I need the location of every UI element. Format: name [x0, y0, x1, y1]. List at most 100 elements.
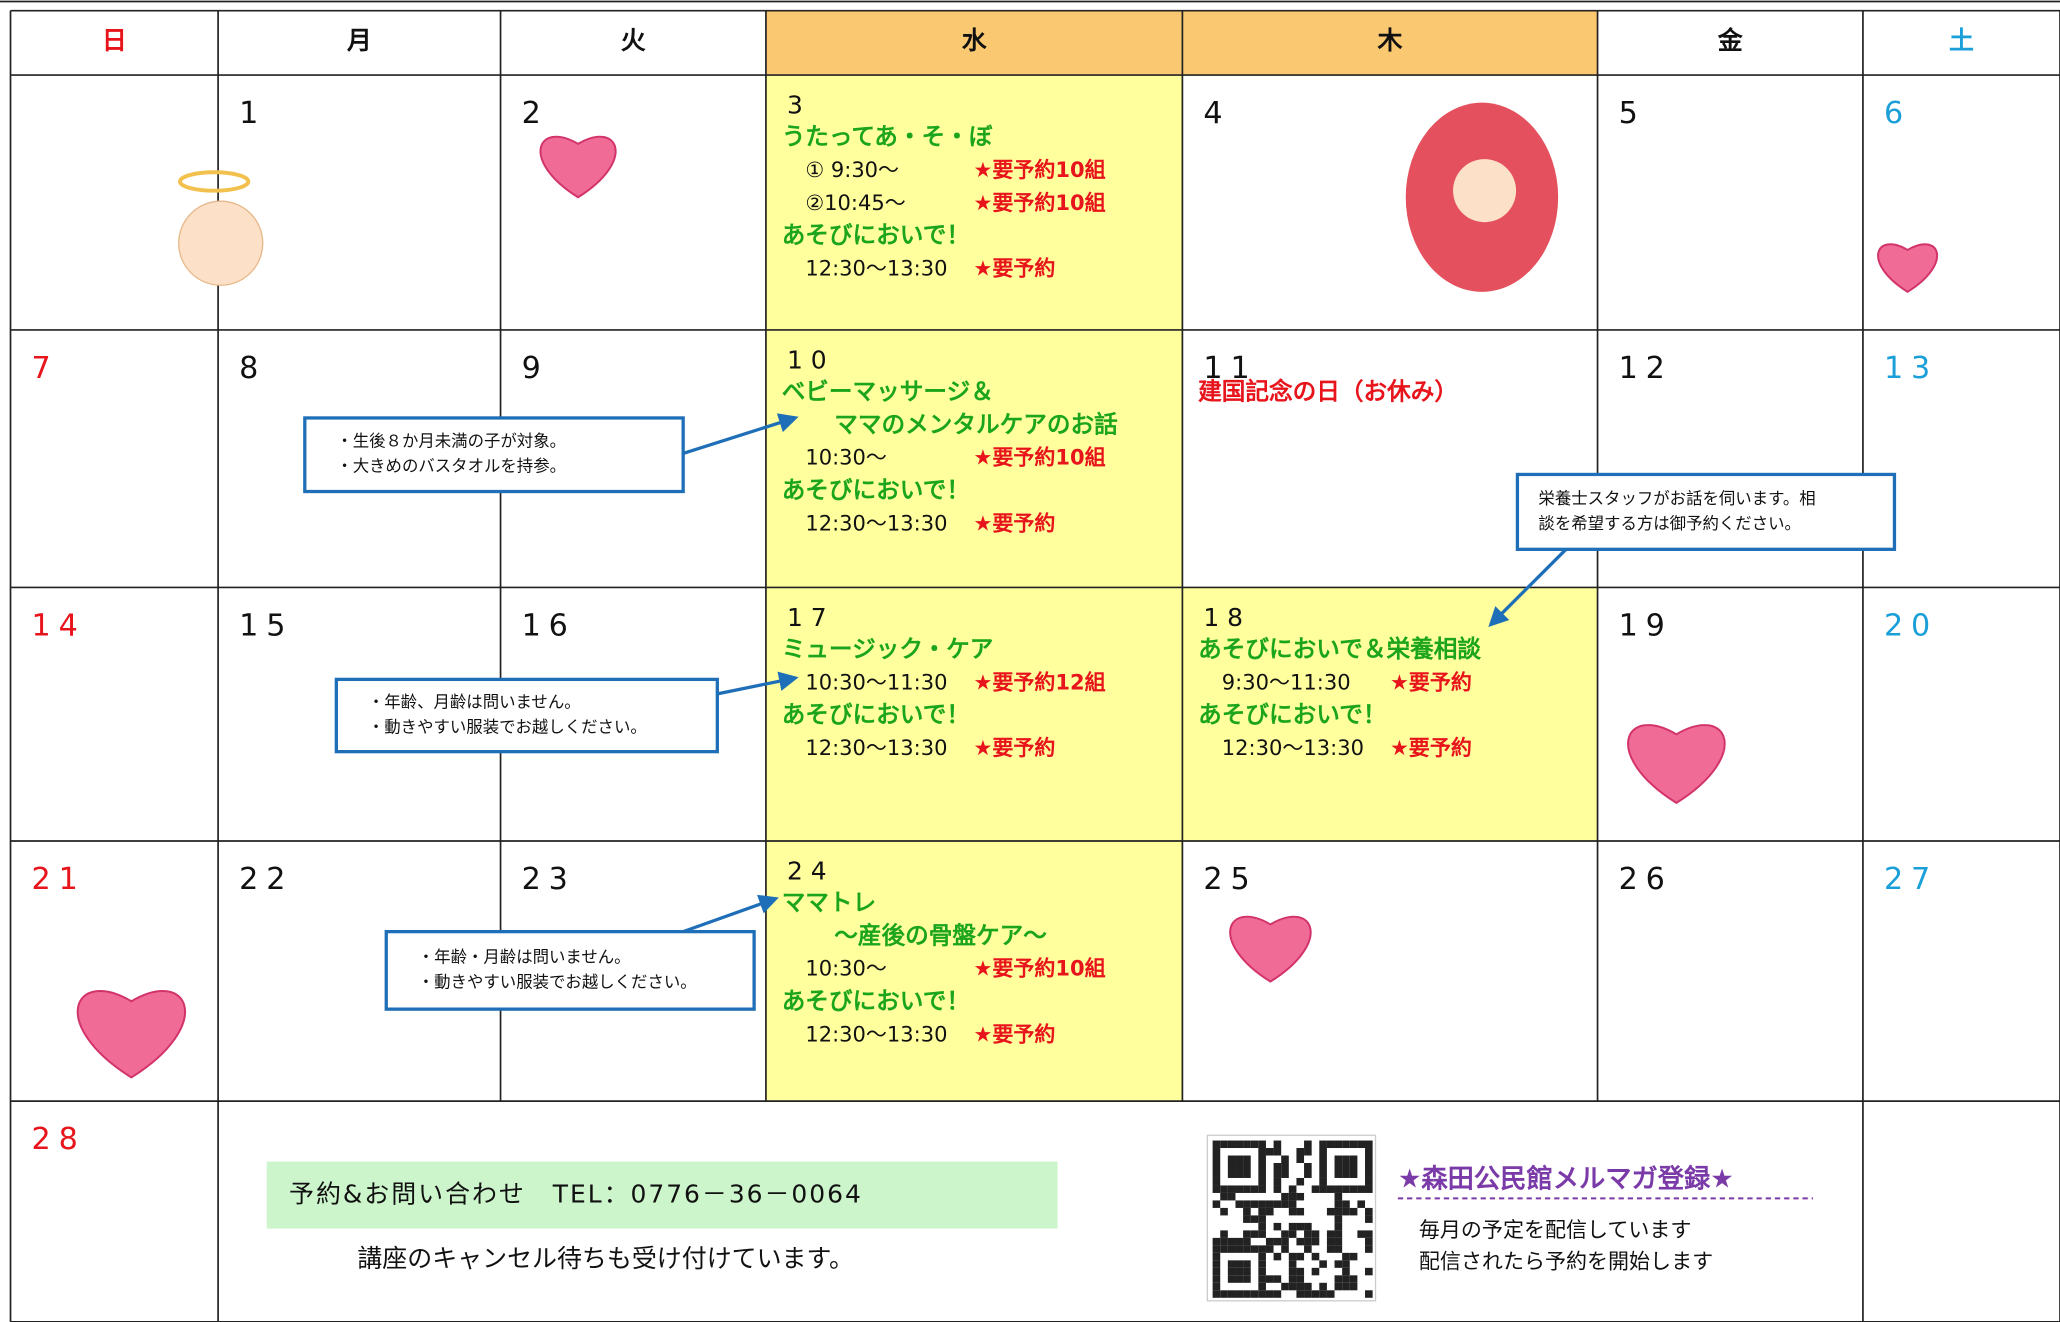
qr-module	[1311, 1267, 1320, 1276]
qr-module	[1212, 1290, 1221, 1298]
qr-module	[1273, 1222, 1282, 1231]
qr-module	[1250, 1185, 1259, 1193]
qr-module	[1349, 1140, 1358, 1149]
weekday-label: 火	[621, 26, 646, 55]
qr-module	[1265, 1148, 1274, 1156]
qr-module	[1288, 1200, 1297, 1208]
qr-module	[1349, 1275, 1358, 1283]
qr-module	[1349, 1252, 1358, 1261]
cell-highlight	[1182, 587, 1598, 841]
qr-module	[1281, 1230, 1289, 1238]
qr-module	[1265, 1275, 1274, 1283]
qr-module	[1334, 1245, 1343, 1253]
date-number: 12	[1619, 351, 1673, 386]
holiday-label: 建国記念の日（お休み）	[1198, 377, 1458, 405]
qr-code	[1206, 1134, 1377, 1302]
contact-bg	[266, 1161, 1058, 1229]
qr-module	[1334, 1260, 1343, 1268]
qr-module	[1220, 1230, 1228, 1238]
qr-module	[1227, 1267, 1236, 1276]
event-time: 10:30～11:30	[805, 669, 947, 694]
qr-module	[1334, 1140, 1343, 1149]
qr-module	[1281, 1245, 1289, 1253]
event-note: ★要予約10組	[974, 157, 1106, 182]
event-title: ミュージック・ケア	[782, 635, 994, 663]
qr-module	[1342, 1252, 1350, 1261]
qr-module	[1243, 1140, 1251, 1149]
weekday-label: 水	[962, 26, 988, 55]
qr-module	[1235, 1290, 1244, 1298]
date-number: 3	[787, 91, 811, 120]
qr-module	[1304, 1162, 1312, 1171]
qr-module	[1365, 1162, 1373, 1171]
qr-module	[1220, 1237, 1228, 1246]
qr-module	[1365, 1245, 1373, 1253]
qr-module	[1220, 1192, 1228, 1201]
contact-text: 予約&お問い合わせ TEL：0776－36－0064	[289, 1180, 863, 1209]
qr-module	[1273, 1170, 1282, 1178]
qr-module	[1365, 1155, 1373, 1163]
qr-module	[1235, 1267, 1244, 1276]
qr-module	[1258, 1148, 1266, 1156]
qr-module	[1243, 1200, 1251, 1208]
qr-module	[1243, 1260, 1251, 1268]
qr-module	[1296, 1282, 1305, 1291]
callout-text: ・生後８か月未満の子が対象。	[336, 432, 566, 451]
qr-module	[1288, 1185, 1297, 1193]
qr-module	[1212, 1237, 1221, 1246]
qr-module	[1319, 1170, 1327, 1178]
qr-module	[1288, 1252, 1297, 1261]
qr-module	[1304, 1245, 1312, 1253]
qr-module	[1342, 1140, 1350, 1149]
qr-module	[1334, 1185, 1343, 1193]
qr-module	[1304, 1230, 1312, 1238]
date-number: 27	[1884, 862, 1938, 897]
qr-module	[1281, 1170, 1289, 1178]
qr-module	[1281, 1192, 1289, 1201]
date-number: 11	[1203, 351, 1257, 386]
qr-module	[1212, 1200, 1221, 1208]
qr-module	[1227, 1290, 1236, 1298]
qr-module	[1212, 1177, 1221, 1186]
qr-module	[1258, 1185, 1266, 1193]
event-time: 10:30～	[805, 445, 887, 470]
qr-module	[1258, 1260, 1266, 1268]
qr-module	[1281, 1162, 1289, 1171]
event-title: あそびにおいで！	[782, 987, 970, 1015]
qr-module	[1342, 1155, 1350, 1163]
qr-module	[1326, 1237, 1335, 1246]
qr-module	[1227, 1245, 1236, 1253]
qr-module	[1220, 1185, 1228, 1193]
qr-module	[1296, 1177, 1305, 1186]
qr-module	[1342, 1207, 1350, 1216]
date-number: 15	[239, 608, 293, 643]
qr-module	[1250, 1230, 1259, 1238]
qr-module	[1334, 1222, 1343, 1231]
qr-module	[1227, 1162, 1236, 1171]
qr-module	[1304, 1290, 1312, 1298]
qr-module	[1304, 1140, 1312, 1149]
qr-module	[1326, 1230, 1335, 1238]
qr-module	[1281, 1200, 1289, 1208]
event-time: ① 9:30～	[805, 157, 899, 182]
qr-module	[1288, 1192, 1297, 1201]
event-time: 12:30～13:30	[805, 735, 947, 760]
qr-module	[1235, 1245, 1244, 1253]
qr-module	[1273, 1140, 1282, 1149]
event-title: あそびにおいで！	[782, 701, 970, 729]
qr-module	[1258, 1230, 1266, 1238]
qr-module	[1243, 1237, 1251, 1246]
date-number: 25	[1203, 862, 1257, 897]
cell-highlight	[765, 75, 1183, 330]
weekday-label: 金	[1717, 26, 1744, 55]
qr-module	[1227, 1185, 1236, 1193]
qr-module	[1304, 1237, 1312, 1246]
qr-module	[1258, 1275, 1266, 1283]
mail-line: 配信されたら予約を開始します	[1419, 1249, 1713, 1274]
qr-module	[1311, 1252, 1320, 1261]
event-title: あそびにおいで！	[782, 221, 970, 249]
qr-module	[1258, 1267, 1266, 1276]
callout-text: ・動きやすい服装でお越しください。	[368, 718, 647, 737]
